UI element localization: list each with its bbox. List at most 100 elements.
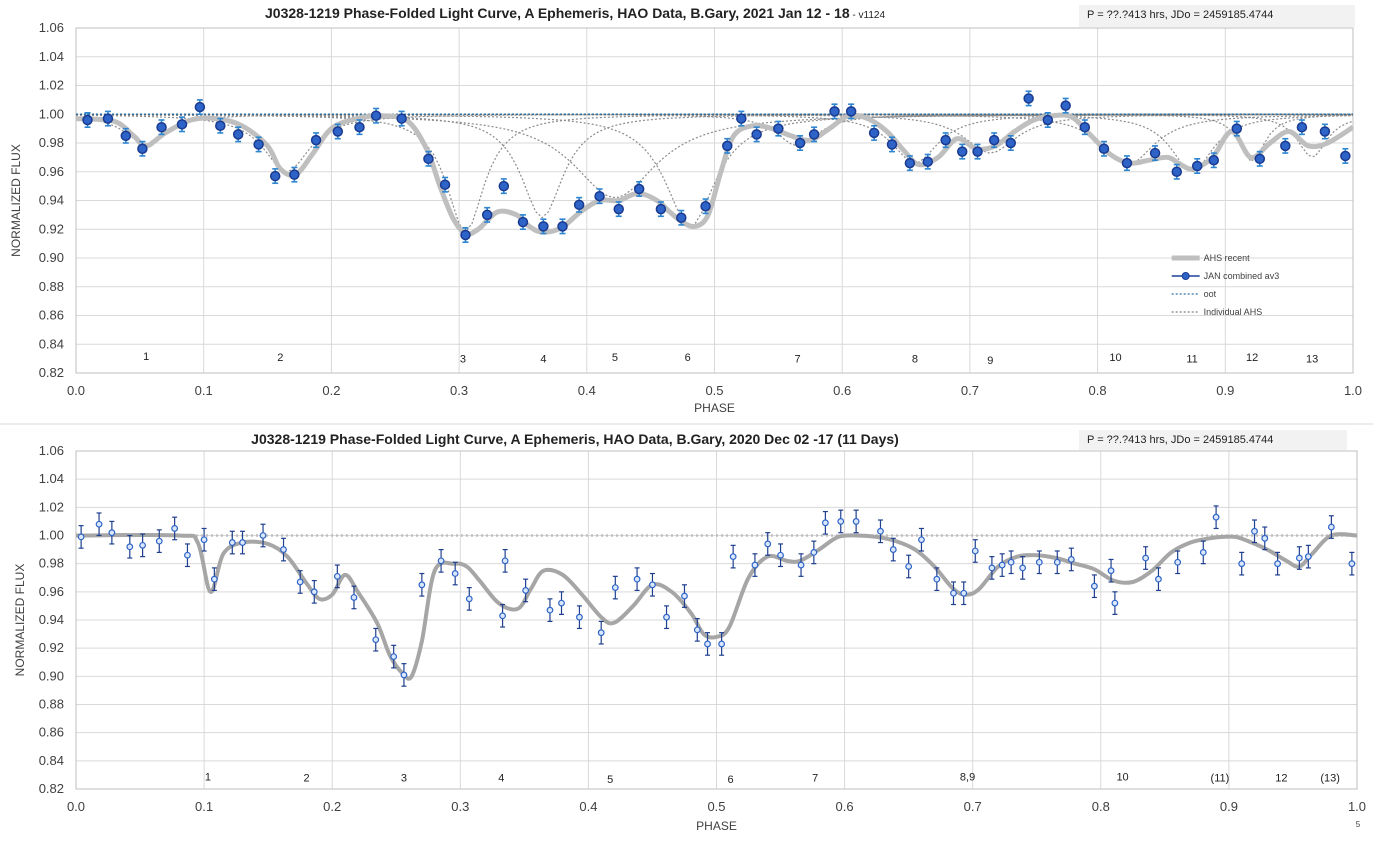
data-point (693, 626, 701, 634)
x-axis-title: PHASE (696, 819, 737, 833)
data-point (1155, 575, 1162, 583)
data-point (1304, 553, 1312, 561)
data-point (184, 551, 191, 559)
y-tick-label: 1.04 (39, 471, 64, 486)
data-point (102, 113, 114, 124)
dip-label: 8 (912, 354, 918, 366)
legend-marker (1181, 272, 1190, 280)
x-tick-label: 0.0 (67, 799, 85, 814)
data-point (332, 126, 344, 137)
data-point (933, 575, 941, 583)
data-point (751, 561, 759, 569)
data-point (877, 527, 884, 535)
legend-label: oot (1204, 289, 1217, 299)
data-point (310, 588, 318, 596)
data-point (1067, 556, 1075, 563)
data-point (718, 640, 726, 648)
data-point (751, 129, 762, 140)
data-point (868, 127, 880, 139)
data-point (1295, 554, 1303, 562)
data-point (77, 533, 85, 541)
data-point (777, 551, 784, 559)
x-tick-label: 1.0 (1348, 799, 1366, 814)
x-tick-label: 0.5 (705, 383, 723, 398)
data-point (922, 156, 934, 167)
data-point (971, 547, 979, 555)
data-point (889, 546, 897, 553)
data-point (808, 129, 820, 140)
y-tick-label: 0.94 (39, 193, 64, 208)
data-point (845, 106, 857, 117)
x-axis-title: PHASE (694, 401, 735, 415)
data-point (649, 581, 656, 589)
y-tick-label: 0.92 (39, 221, 64, 236)
data-point (1274, 560, 1281, 568)
data-point (1142, 554, 1150, 562)
data-point (1199, 549, 1207, 556)
y-axis-title: NORMALIZED FLUX (9, 144, 23, 257)
y-tick-label: 1.00 (39, 528, 64, 543)
data-point (904, 157, 916, 169)
x-tick-label: 0.1 (195, 383, 213, 398)
data-point (194, 101, 206, 113)
chart-panel-1: 0.820.840.860.880.900.920.940.960.981.00… (9, 5, 1362, 415)
data-point (460, 229, 471, 241)
x-tick-label: 1.0 (1344, 383, 1362, 398)
x-tick-label: 0.3 (451, 799, 469, 814)
data-point (1212, 513, 1220, 521)
x-tick-label: 0.4 (579, 799, 597, 814)
dip-label: 7 (794, 354, 800, 366)
data-point (905, 563, 913, 570)
data-point (200, 536, 208, 544)
data-point (852, 518, 860, 525)
data-point (611, 584, 619, 592)
dip-label: 3 (401, 773, 407, 785)
data-point (350, 594, 358, 601)
dip-label: 10 (1116, 771, 1128, 783)
data-point (517, 216, 529, 228)
data-point (1296, 121, 1308, 133)
data-point (597, 629, 605, 637)
y-tick-label: 0.96 (39, 164, 64, 179)
data-point (773, 123, 784, 134)
chart-version: - v1124 (850, 10, 886, 21)
data-point (1007, 558, 1015, 566)
y-tick-label: 0.92 (39, 640, 64, 655)
dip-label: 13 (1306, 354, 1318, 366)
data-point (522, 587, 530, 594)
data-point (390, 653, 398, 661)
data-point (1238, 560, 1246, 568)
data-point (1174, 558, 1182, 566)
data-point (988, 134, 1000, 146)
x-tick-label: 0.4 (578, 383, 596, 398)
dip-label: 4 (540, 354, 546, 366)
data-point (437, 557, 445, 565)
model-curve (76, 532, 1357, 681)
y-tick-label: 0.94 (39, 612, 64, 627)
data-point (1191, 160, 1203, 172)
data-point (940, 134, 951, 146)
dip-label: 7 (812, 773, 818, 785)
data-point (269, 170, 281, 182)
dip-label: (13) (1320, 773, 1340, 785)
y-tick-label: 1.02 (39, 78, 64, 93)
data-point (700, 201, 711, 212)
chart-title: J0328-1219 Phase-Folded Light Curve, A E… (251, 431, 899, 447)
data-point (1261, 534, 1269, 542)
data-point (465, 595, 473, 603)
dip-label: 2 (304, 773, 310, 785)
y-tick-label: 1.00 (39, 106, 64, 121)
data-point (1251, 527, 1258, 535)
data-point (1111, 599, 1119, 607)
dip-label: 9 (987, 355, 993, 367)
data-point (439, 179, 451, 190)
data-point (228, 539, 236, 546)
y-tick-label: 0.98 (39, 135, 64, 150)
plot-area (76, 505, 1357, 687)
dip-label: 5 (607, 774, 613, 786)
data-point (253, 139, 264, 150)
data-point (232, 129, 244, 140)
legend-label: AHS recent (1204, 253, 1251, 263)
data-point (736, 113, 747, 124)
